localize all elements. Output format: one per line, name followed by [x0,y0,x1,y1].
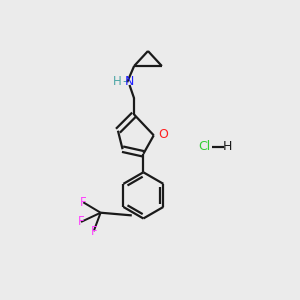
Text: H: H [113,75,122,88]
Text: Cl: Cl [198,140,211,153]
Text: -: - [123,75,127,88]
Text: H: H [223,140,232,153]
Text: F: F [80,196,87,209]
Text: F: F [90,225,97,238]
Text: O: O [158,128,168,141]
Text: F: F [78,215,84,229]
Text: N: N [124,75,134,88]
